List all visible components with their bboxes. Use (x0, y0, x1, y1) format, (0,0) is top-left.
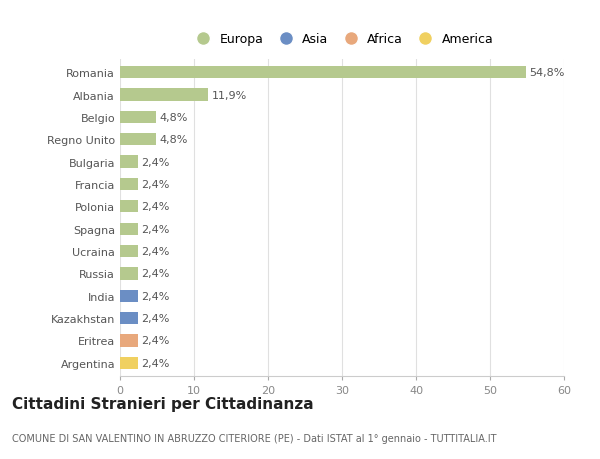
Bar (120, 179, 138, 190)
Text: 2,4%: 2,4% (142, 179, 170, 190)
Text: 2,4%: 2,4% (142, 224, 170, 234)
Bar (120, 134, 155, 146)
Text: 4,8%: 4,8% (159, 135, 188, 145)
Text: 2,4%: 2,4% (142, 313, 170, 324)
Text: COMUNE DI SAN VALENTINO IN ABRUZZO CITERIORE (PE) - Dati ISTAT al 1° gennaio - T: COMUNE DI SAN VALENTINO IN ABRUZZO CITER… (12, 433, 497, 442)
Bar (120, 246, 138, 257)
Bar (120, 89, 208, 101)
Text: 2,4%: 2,4% (142, 202, 170, 212)
Bar (120, 357, 138, 369)
Bar (120, 201, 138, 213)
Bar (120, 268, 138, 280)
Bar (120, 290, 138, 302)
Text: Cittadini Stranieri per Cittadinanza: Cittadini Stranieri per Cittadinanza (12, 397, 314, 412)
Text: 54,8%: 54,8% (529, 68, 565, 78)
Text: 2,4%: 2,4% (142, 336, 170, 346)
Bar (120, 156, 138, 168)
Text: 4,8%: 4,8% (159, 112, 188, 123)
Text: 2,4%: 2,4% (142, 358, 170, 368)
Legend: Europa, Asia, Africa, America: Europa, Asia, Africa, America (185, 28, 499, 51)
Text: 2,4%: 2,4% (142, 291, 170, 301)
Text: 2,4%: 2,4% (142, 157, 170, 167)
Bar (120, 312, 138, 325)
Bar (120, 67, 526, 79)
Bar (120, 112, 155, 124)
Text: 2,4%: 2,4% (142, 269, 170, 279)
Text: 2,4%: 2,4% (142, 246, 170, 257)
Text: 11,9%: 11,9% (212, 90, 247, 101)
Bar (120, 335, 138, 347)
Bar (120, 223, 138, 235)
